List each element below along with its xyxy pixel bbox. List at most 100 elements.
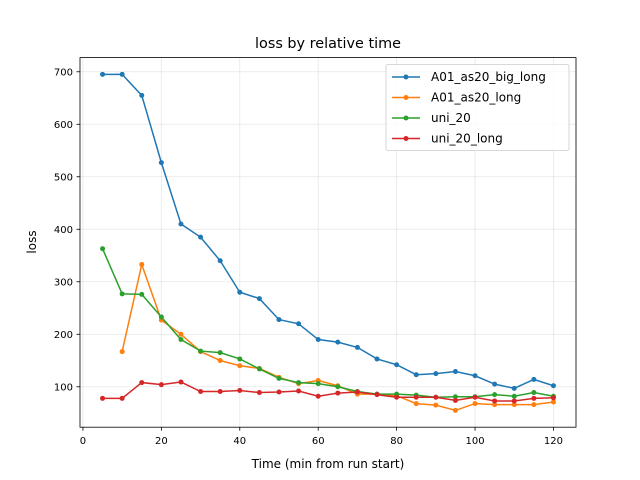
data-point (276, 317, 282, 323)
data-point (217, 350, 223, 356)
x-tick-label: 80 (390, 436, 403, 447)
data-point (452, 394, 458, 400)
series-group (100, 71, 556, 413)
x-tick-label: 20 (155, 436, 168, 447)
data-point (178, 221, 184, 227)
data-point (296, 321, 302, 327)
y-tick-label: 400 (54, 225, 73, 236)
data-point (511, 398, 517, 404)
data-point (511, 402, 517, 408)
data-point (452, 397, 458, 403)
data-point (178, 379, 184, 385)
data-point (237, 363, 243, 369)
x-tick-label: 120 (544, 436, 563, 447)
data-point (433, 394, 439, 400)
data-point (237, 289, 243, 295)
data-point (413, 394, 419, 400)
legend: A01_as20_big_long A01_as20_long uni_20 uni_… (385, 64, 570, 151)
legend-box (385, 64, 570, 151)
data-point (276, 375, 282, 381)
y-axis-label: loss (25, 230, 39, 253)
data-point (198, 348, 204, 354)
data-point (413, 372, 419, 378)
data-point (237, 356, 243, 362)
data-point (217, 258, 223, 264)
y-tick-label: 500 (54, 172, 73, 183)
series-line (101, 248, 554, 399)
data-point (550, 383, 556, 389)
data-point (198, 234, 204, 240)
ticks: 0 20 40 60 80 100 120 100 200 300 400 500 600 700 (54, 67, 563, 447)
data-point (374, 356, 380, 362)
data-point (531, 390, 537, 396)
legend-label: uni_20 (431, 111, 471, 125)
data-point (354, 344, 360, 350)
data-point (472, 373, 478, 379)
data-point (139, 380, 145, 386)
data-point (256, 366, 262, 372)
data-point (472, 394, 478, 400)
data-point (178, 331, 184, 337)
data-point (158, 160, 164, 166)
x-tick-label: 40 (233, 436, 246, 447)
data-point (511, 385, 517, 391)
chart-title: loss by relative time (255, 36, 401, 52)
data-point (452, 407, 458, 413)
data-point (492, 381, 498, 387)
data-point (315, 393, 321, 399)
data-point (472, 401, 478, 407)
data-point (433, 371, 439, 377)
data-point (198, 389, 204, 394)
x-tick-label: 100 (465, 436, 484, 447)
data-point (158, 382, 164, 388)
data-point (119, 349, 125, 355)
data-point (394, 394, 400, 400)
x-tick-label: 60 (312, 436, 325, 447)
x-axis-label: Time (min from run start) (251, 457, 405, 471)
data-point (531, 376, 537, 382)
data-point (100, 71, 106, 77)
data-point (256, 390, 262, 396)
data-point (374, 392, 380, 398)
data-point (119, 291, 125, 297)
y-tick-label: 300 (54, 277, 73, 288)
data-point (335, 339, 341, 345)
data-point (139, 291, 145, 297)
data-point (531, 395, 537, 401)
data-point (354, 389, 360, 395)
data-point (315, 381, 321, 387)
data-point (550, 399, 556, 405)
data-point (178, 337, 184, 343)
legend-marker (403, 95, 409, 100)
data-point (256, 296, 262, 302)
data-point (413, 401, 419, 407)
legend-label: A01_as20_long (431, 91, 521, 105)
series-line (102, 381, 554, 402)
data-point (492, 392, 498, 398)
data-point (139, 261, 145, 267)
data-point (492, 398, 498, 404)
data-point (335, 384, 341, 390)
data-point (511, 393, 517, 399)
data-point (100, 246, 106, 252)
data-point (139, 92, 145, 98)
data-point (492, 402, 498, 408)
legend-label: uni_20_long (431, 132, 503, 146)
data-point (531, 402, 537, 408)
legend-marker (403, 115, 409, 121)
data-point (550, 395, 556, 401)
data-point (335, 390, 341, 396)
data-point (217, 358, 223, 364)
data-point (296, 380, 302, 386)
legend-marker (403, 136, 409, 141)
legend-marker (403, 74, 409, 80)
data-point (315, 337, 321, 343)
data-point (296, 388, 302, 394)
axes-frame (79, 57, 577, 428)
data-point (119, 395, 125, 401)
data-point (276, 389, 282, 395)
data-point (158, 314, 164, 320)
data-point (433, 402, 439, 408)
y-tick-label: 100 (54, 382, 73, 393)
